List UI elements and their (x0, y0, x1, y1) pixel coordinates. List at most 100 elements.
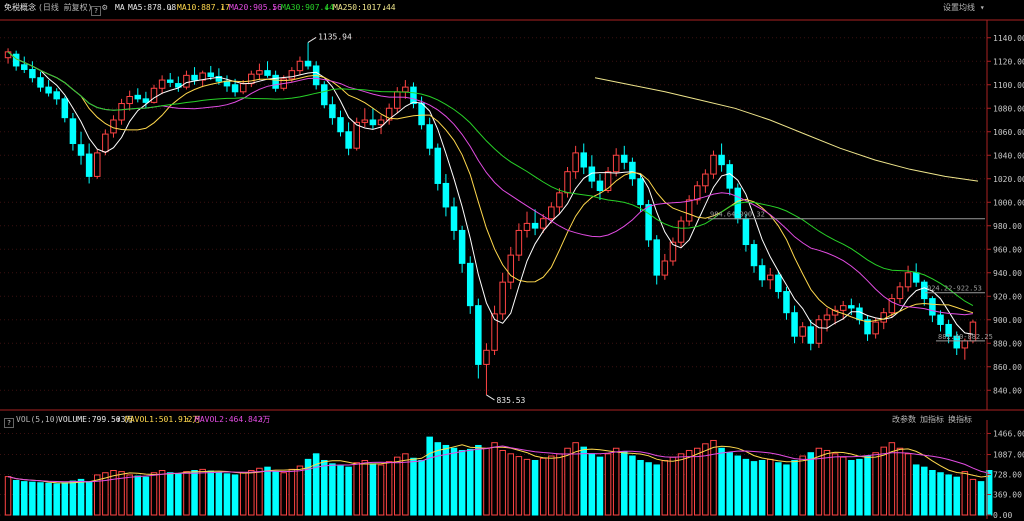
volume-bar (296, 465, 304, 516)
volume-bar (580, 446, 588, 516)
price-tick-label: 1000.00 (993, 198, 1024, 207)
candle-body (61, 98, 69, 119)
ma-settings-button[interactable]: 设置均线 ▾ (943, 3, 985, 12)
volume-tick-label: 0.00 (993, 511, 1012, 520)
volume-bar (77, 478, 85, 516)
volume-bar (402, 453, 409, 516)
candle-body (369, 119, 377, 126)
candle-body (823, 314, 831, 321)
volume-bar (694, 447, 701, 516)
down-arrow-icon: ↓ (168, 3, 173, 12)
candle-body (304, 60, 312, 67)
annotations: 1135.94 835.53 984.64-990.32 924.22-922.53 8… (307, 32, 993, 405)
high-marker-line (307, 37, 317, 43)
candle-body (523, 222, 531, 231)
volume-bar (215, 472, 223, 516)
candle-body (888, 298, 896, 314)
candle-body (685, 199, 693, 222)
volume-bar (29, 481, 36, 516)
candle-body (807, 326, 815, 344)
candle-body (710, 154, 717, 175)
volume-bar (304, 458, 312, 516)
volume-bar (880, 446, 888, 516)
period-label[interactable]: (日线 前复权) (38, 3, 93, 12)
switch-indicator-button[interactable]: 换指标 (948, 415, 972, 424)
candle-body (564, 171, 571, 194)
gear-icon[interactable]: ⚙ (102, 3, 108, 13)
down-arrow-icon: ↓ (324, 3, 329, 12)
candle-body (961, 340, 969, 349)
candle-body (742, 218, 750, 246)
help-icon[interactable]: ? (91, 3, 101, 19)
volume-bar (499, 449, 506, 516)
low-marker-line (486, 394, 495, 401)
candle-body (337, 117, 344, 133)
candle-body (207, 72, 215, 78)
add-indicator-button[interactable]: 加指标 (920, 415, 944, 424)
candle-body (515, 229, 523, 256)
volume-bar (766, 458, 774, 516)
candle-body (458, 229, 466, 264)
volume-bar (872, 452, 879, 516)
candle-body (702, 173, 709, 187)
candle-body (183, 74, 190, 88)
candle-body (118, 103, 125, 121)
up-arrow-icon: ↑ (116, 415, 121, 424)
candle-body (29, 68, 36, 79)
candle-body (499, 281, 506, 315)
volume-bar (637, 459, 644, 516)
ma250-value: MA250:1017.44 (333, 3, 396, 12)
volume-bar (110, 470, 117, 516)
volume-bar (150, 472, 158, 516)
candle-body (53, 91, 60, 100)
candle-body (442, 182, 450, 208)
volume-bar (12, 480, 20, 516)
volume-bar (596, 456, 604, 516)
candle-body (175, 83, 182, 88)
candle-body (669, 241, 677, 262)
candle-body (839, 305, 847, 311)
volume-bar (312, 453, 320, 516)
candle-body (758, 265, 766, 281)
stock-title[interactable]: 免税概念 (4, 3, 36, 12)
volume-bar (912, 464, 920, 516)
volume-bar (264, 466, 271, 516)
candle-body (539, 218, 547, 229)
candle-body (434, 147, 442, 184)
candle-body (466, 262, 474, 307)
candle-body (353, 121, 360, 149)
price-tick-label: 1080.00 (993, 104, 1024, 113)
volume-header: ? VOL(5,10) VOLUME:799.503万 ↑ MAVOL1:501… (0, 412, 1024, 428)
candle-body (37, 77, 44, 88)
volume-tick-label: 728.00 (993, 471, 1022, 480)
candle-body (912, 272, 920, 283)
candle-body (418, 103, 425, 126)
volume-bar (685, 449, 693, 516)
volume-bar (669, 456, 677, 516)
volume-bar (815, 447, 823, 516)
candle-body (256, 70, 263, 75)
candle-body (288, 70, 296, 80)
volume-bar (191, 470, 198, 516)
candle-body (548, 206, 555, 220)
volume-bar (239, 472, 247, 516)
help-icon[interactable]: ? (4, 415, 14, 431)
volume-bar (750, 461, 758, 516)
price-header: 免税概念 (日线 前复权) ? ⚙ MA MA5:878.08 ↓ MA10:8… (0, 0, 1024, 16)
volume-bar (353, 462, 360, 516)
candle-body (191, 74, 198, 81)
change-params-button[interactable]: 改参数 (892, 415, 916, 424)
candle-body (475, 305, 482, 365)
indicator-name[interactable]: MA (115, 3, 125, 12)
candle-body (272, 74, 279, 89)
volume-bar (904, 453, 912, 516)
candle-body (45, 86, 52, 94)
candle-body (953, 335, 960, 349)
volume-bar (223, 473, 231, 516)
price-tick-label: 1060.00 (993, 128, 1024, 137)
volume-indicator-name[interactable]: VOL(5,10) (16, 415, 60, 424)
candle-body (718, 154, 725, 166)
price-tick-label: 860.00 (993, 363, 1022, 372)
up-arrow-icon: ↑ (185, 415, 190, 424)
